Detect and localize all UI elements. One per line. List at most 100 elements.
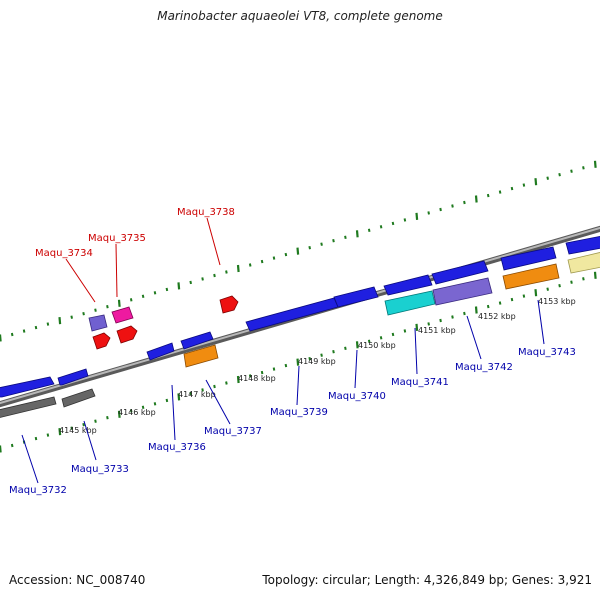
leader-maqu-3733 bbox=[83, 420, 97, 461]
reverse-scale-tick bbox=[593, 271, 597, 279]
reverse-scale-tick bbox=[260, 370, 264, 375]
gene-offscreen-right-band bbox=[567, 252, 600, 274]
gene-maqu-3740[interactable] bbox=[333, 286, 379, 308]
forward-scale-tick bbox=[236, 264, 240, 273]
forward-scale-tick bbox=[534, 178, 538, 186]
gene-maqu-3738[interactable] bbox=[219, 295, 239, 314]
label-maqu-3733[interactable]: Maqu_3733 bbox=[71, 464, 129, 475]
reverse-scale-tick bbox=[284, 363, 288, 368]
forward-scale-tick bbox=[201, 277, 204, 281]
gene-maqu-3737-band bbox=[183, 344, 219, 368]
scale-label-4146: 4146 kbp bbox=[118, 408, 156, 417]
reverse-scale-tick bbox=[391, 332, 395, 337]
gene-maqu-3736[interactable] bbox=[146, 342, 175, 361]
forward-scale-tick bbox=[0, 334, 2, 342]
label-maqu-3740[interactable]: Maqu_3740 bbox=[328, 391, 386, 402]
label-maqu-3739[interactable]: Maqu_3739 bbox=[270, 407, 328, 418]
label-maqu-3736[interactable]: Maqu_3736 bbox=[148, 442, 206, 453]
reverse-scale-tick bbox=[129, 409, 133, 413]
forward-genes bbox=[88, 295, 239, 350]
reverse-scale-tick bbox=[415, 323, 419, 331]
gene-maqu-3735-red bbox=[116, 325, 138, 344]
scale-label-4148: 4148 kbp bbox=[238, 374, 276, 383]
gene-maqu-3733-shadow bbox=[61, 388, 96, 408]
reverse-scale-tick bbox=[510, 297, 514, 302]
reverse-scale-tick bbox=[522, 294, 526, 298]
scale-label-4152: 4152 kbp bbox=[478, 312, 516, 321]
reverse-scale-ticks bbox=[0, 271, 597, 453]
reverse-scale-tick bbox=[379, 336, 383, 340]
reverse-scale-tick bbox=[0, 445, 2, 453]
forward-scale-tick bbox=[284, 252, 288, 257]
label-maqu-3737[interactable]: Maqu_3737 bbox=[204, 426, 262, 437]
gene-maqu-3737[interactable] bbox=[180, 331, 214, 350]
gene-maqu-3732-shadow bbox=[0, 396, 57, 418]
forward-scale-tick bbox=[522, 183, 526, 187]
forward-scale-tick bbox=[117, 299, 121, 307]
reverse-scale-tick bbox=[367, 339, 371, 343]
reverse-scale-tick bbox=[141, 405, 145, 409]
reverse-scale-tick bbox=[308, 357, 311, 361]
reverse-scale-tick bbox=[296, 358, 300, 366]
forward-scale-tick bbox=[272, 256, 276, 260]
reverse-scale-tick bbox=[451, 315, 454, 319]
forward-scale-tick bbox=[332, 239, 335, 243]
gene-maqu-3742[interactable] bbox=[431, 260, 489, 285]
scale-labels: 4145 kbp 4146 kbp 4147 kbp 4148 kbp 4149… bbox=[59, 297, 576, 435]
forward-scale-tick bbox=[474, 195, 478, 203]
reverse-scale-tick bbox=[82, 423, 85, 427]
forward-scale-tick bbox=[189, 280, 192, 285]
gene-maqu-3735[interactable] bbox=[111, 306, 134, 324]
reverse-scale-tick bbox=[34, 436, 38, 441]
forward-scale-tick bbox=[248, 263, 252, 267]
scale-label-4153: 4153 kbp bbox=[538, 297, 576, 306]
label-maqu-3735[interactable]: Maqu_3735 bbox=[88, 233, 146, 244]
gene-maqu-3739[interactable] bbox=[245, 297, 339, 332]
gene-maqu-3732[interactable] bbox=[0, 376, 55, 398]
gene-maqu-3741[interactable] bbox=[383, 274, 433, 296]
gene-maqu-3743-band bbox=[502, 263, 560, 290]
forward-scale-tick bbox=[558, 173, 561, 177]
reverse-scale-tick bbox=[403, 329, 407, 333]
scale-label-4151: 4151 kbp bbox=[418, 326, 456, 335]
gene-maqu-3734[interactable] bbox=[88, 314, 108, 332]
reverse-scale-tick bbox=[70, 426, 73, 430]
reverse-scale-tick bbox=[248, 374, 252, 378]
leader-maqu-3738 bbox=[206, 217, 221, 266]
scale-label-4149: 4149 kbp bbox=[298, 357, 336, 366]
gene-maqu-3734-red bbox=[92, 332, 111, 350]
gene-maqu-3742-band bbox=[432, 277, 493, 306]
gene-maqu-3733[interactable] bbox=[57, 368, 89, 386]
reverse-genes bbox=[0, 235, 600, 418]
reverse-scale-tick bbox=[213, 384, 216, 389]
label-maqu-3741[interactable]: Maqu_3741 bbox=[391, 377, 449, 388]
label-maqu-3743[interactable]: Maqu_3743 bbox=[518, 347, 576, 358]
reverse-scale-tick bbox=[320, 353, 323, 357]
forward-scale-tick bbox=[593, 160, 597, 168]
label-maqu-3738[interactable]: Maqu_3738 bbox=[177, 207, 235, 218]
gene-maqu-3741-band bbox=[384, 290, 436, 316]
forward-scale-tick bbox=[177, 282, 181, 290]
label-maqu-3734[interactable]: Maqu_3734 bbox=[35, 248, 93, 259]
reverse-scale-tick bbox=[225, 381, 228, 385]
forward-scale-tick bbox=[427, 211, 430, 215]
map-title: Marinobacter aquaeolei VT8, complete gen… bbox=[157, 9, 443, 23]
reverse-scale-tick bbox=[570, 280, 573, 284]
forward-scale-tick bbox=[260, 259, 264, 264]
leader-maqu-3732 bbox=[21, 434, 39, 484]
forward-scale-tick bbox=[22, 329, 26, 333]
reverse-scale-tick bbox=[201, 388, 204, 392]
forward-scale-tick bbox=[106, 305, 109, 309]
forward-scale-tick bbox=[141, 294, 145, 298]
forward-scale-tick bbox=[391, 221, 395, 226]
reverse-scale-tick bbox=[463, 311, 466, 316]
reverse-scale-tick bbox=[94, 419, 97, 423]
label-maqu-3742[interactable]: Maqu_3742 bbox=[455, 362, 513, 373]
forward-scale-tick bbox=[403, 218, 407, 222]
gene-maqu-3743[interactable] bbox=[500, 246, 557, 271]
leader-maqu-3734 bbox=[65, 258, 96, 303]
forward-scale-tick bbox=[165, 287, 169, 292]
label-maqu-3732[interactable]: Maqu_3732 bbox=[9, 485, 67, 496]
gene-offscreen-right[interactable] bbox=[565, 235, 600, 255]
